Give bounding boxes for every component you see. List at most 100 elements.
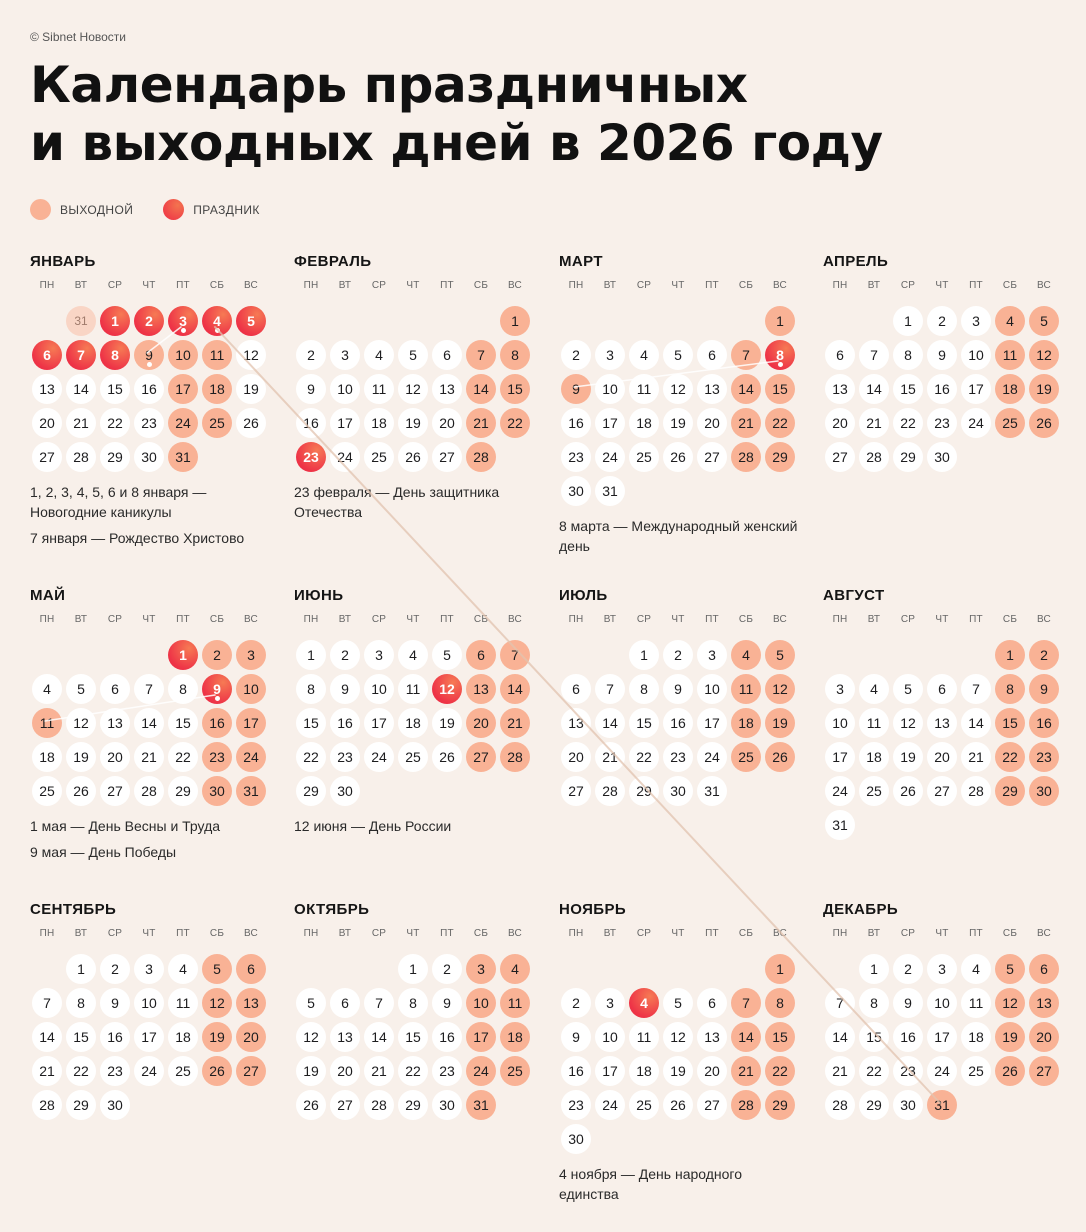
weekday-label: ВС <box>508 280 522 291</box>
day-cell: 1 <box>294 638 328 672</box>
work-day: 18 <box>364 408 394 438</box>
work-day: 23 <box>663 742 693 772</box>
weekday-label: ВТ <box>338 280 352 291</box>
work-day: 10 <box>927 988 957 1018</box>
work-day: 5 <box>66 674 96 704</box>
weekday-label: ПН <box>568 614 584 625</box>
day-cell: 26 <box>661 1088 695 1122</box>
days-grid: 1 2 3 4 5 6 7 8 9 10 11 12 13 14 15 16 17 18 19 20 21 22 23 24 2… <box>823 638 1061 842</box>
day-cell: 23 <box>328 740 362 774</box>
work-day: 28 <box>66 442 96 472</box>
day-cell: 28 <box>30 1088 64 1122</box>
work-day: 3 <box>595 988 625 1018</box>
work-day: 28 <box>859 442 889 472</box>
day-cell: 20 <box>1027 1020 1061 1054</box>
weekend-day: 31 <box>168 442 198 472</box>
day-cell: 23 <box>132 406 166 440</box>
work-day: 7 <box>825 988 855 1018</box>
work-day: 2 <box>893 954 923 984</box>
work-day: 27 <box>825 442 855 472</box>
weekday-label: ПТ <box>705 614 719 625</box>
day-cell: 14 <box>823 1020 857 1054</box>
work-day: 14 <box>859 374 889 404</box>
day-cell: 21 <box>959 740 993 774</box>
day-cell: 14 <box>362 1020 396 1054</box>
weekend-swatch <box>30 199 51 220</box>
holiday-day: 1 <box>100 306 130 336</box>
days-grid: 1 2 3 4 5 6 7 8 9 10 11 12 13 14 15 16 17 18 19 20 21 22 23 24 2… <box>823 304 1061 474</box>
day-cell: 26 <box>294 1088 328 1122</box>
month-8: АВГУСТ ПН ВТ СР ЧТ ПТ СБ ВС 1 2 3 4 5 6 7 8 9 10 11 12 13 14 1… <box>823 587 1063 842</box>
weekend-day: 7 <box>731 340 761 370</box>
weekend-day: 31 <box>927 1090 957 1120</box>
work-day: 3 <box>134 954 164 984</box>
day-cell: 22 <box>763 406 797 440</box>
month-3: МАРТ ПН ВТ СР ЧТ ПТ СБ ВС 1 2 3 4 5 6 7 8 9 10 11 12 13 14 15 1… <box>559 253 799 562</box>
day-cell: 8 <box>627 672 661 706</box>
weekday-label: СР <box>107 928 123 939</box>
day-cell: 13 <box>328 1020 362 1054</box>
day-cell: 21 <box>464 406 498 440</box>
weekday-label: ПТ <box>440 614 454 625</box>
day-cell: 23 <box>925 406 959 440</box>
day-cell: 4 <box>729 638 763 672</box>
day-cell: 5 <box>430 638 464 672</box>
work-day: 22 <box>893 408 923 438</box>
month-name: ДЕКАБРЬ <box>823 901 899 918</box>
day-cell: 24 <box>695 740 729 774</box>
weekday-label: СР <box>900 928 916 939</box>
day-cell: 18 <box>857 740 891 774</box>
holiday-note: 7 января — Рождество Христово <box>30 530 245 546</box>
weekday-label: ВТ <box>338 614 352 625</box>
weekend-day: 26 <box>765 742 795 772</box>
work-day: 21 <box>825 1056 855 1086</box>
work-day: 4 <box>168 954 198 984</box>
day-cell: 3 <box>959 304 993 338</box>
day-cell: 2 <box>559 338 593 372</box>
day-cell: 17 <box>925 1020 959 1054</box>
day-cell: 9 <box>1027 672 1061 706</box>
legend-weekend-label: ВЫХОДНОЙ <box>60 202 134 217</box>
work-day: 14 <box>32 1022 62 1052</box>
weekday-label: ПН <box>39 280 55 291</box>
day-cell: 19 <box>396 406 430 440</box>
work-day: 17 <box>364 708 394 738</box>
weekday-label: ВТ <box>867 928 881 939</box>
work-day: 15 <box>893 374 923 404</box>
weekend-day: 10 <box>168 340 198 370</box>
weekday-label: СР <box>107 280 123 291</box>
empty-cell <box>559 304 593 338</box>
work-day: 26 <box>398 442 428 472</box>
work-day: 27 <box>697 442 727 472</box>
weekday-header: ПН ВТ СР ЧТ ПТ СБ ВС <box>30 280 270 294</box>
day-cell: 30 <box>559 1122 593 1156</box>
weekend-day: 9 <box>1029 674 1059 704</box>
empty-cell <box>695 952 729 986</box>
weekend-day: 23 <box>202 742 232 772</box>
weekend-day: 11 <box>731 674 761 704</box>
day-cell: 2 <box>430 952 464 986</box>
weekday-label: ВС <box>773 614 787 625</box>
day-cell: 27 <box>823 440 857 474</box>
weekday-label: СБ <box>738 928 754 939</box>
day-cell: 25 <box>362 440 396 474</box>
day-cell: 5 <box>763 638 797 672</box>
weekday-label: ЧТ <box>671 928 685 939</box>
work-day: 9 <box>432 988 462 1018</box>
holiday-note: 23 февраля — День защитника Отечества <box>294 484 500 520</box>
work-day: 21 <box>364 1056 394 1086</box>
work-day: 5 <box>432 640 462 670</box>
work-day: 31 <box>595 476 625 506</box>
day-cell: 7 <box>464 338 498 372</box>
work-day: 19 <box>893 742 923 772</box>
weekday-label: ПТ <box>705 280 719 291</box>
work-day: 7 <box>134 674 164 704</box>
work-day: 19 <box>398 408 428 438</box>
day-cell: 4 <box>498 952 532 986</box>
day-cell: 31 <box>593 474 627 508</box>
weekend-day: 25 <box>202 408 232 438</box>
weekend-day: 26 <box>995 1056 1025 1086</box>
day-cell: 7 <box>857 338 891 372</box>
day-cell: 27 <box>30 440 64 474</box>
day-cell: 14 <box>132 706 166 740</box>
